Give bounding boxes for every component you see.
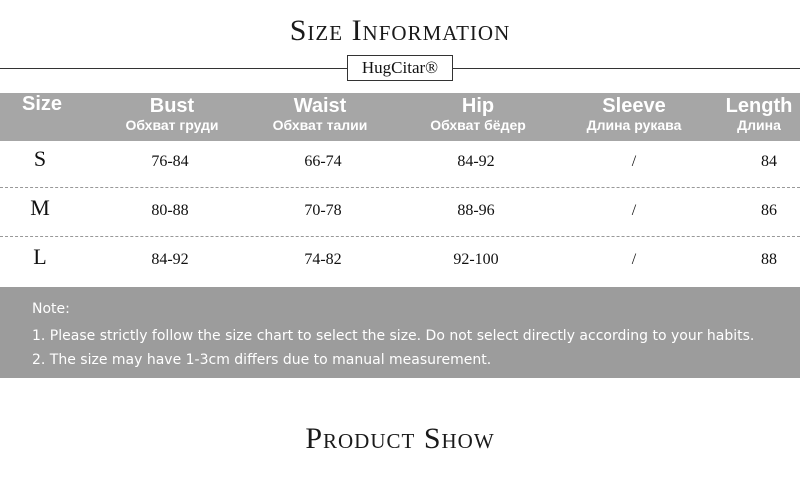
cell: / bbox=[631, 251, 637, 268]
cell: / bbox=[631, 153, 637, 170]
cell: 84-92 bbox=[457, 153, 495, 170]
note-line: 1. Please strictly follow the size chart… bbox=[32, 328, 755, 344]
column-subtitle: Обхват бёдер bbox=[430, 117, 526, 133]
cell: 88 bbox=[761, 251, 777, 268]
brand: HugCitar® bbox=[347, 55, 453, 81]
cell: 74-82 bbox=[304, 251, 342, 268]
note-line: 2. The size may have 1-3cm differs due t… bbox=[32, 352, 492, 368]
column-name: Size bbox=[21, 93, 63, 115]
section-title: Product Show bbox=[305, 422, 495, 455]
cell: 70-78 bbox=[304, 202, 342, 219]
column-name: Length bbox=[725, 95, 793, 117]
cell: 80-88 bbox=[151, 202, 189, 219]
size-label: M bbox=[30, 195, 50, 220]
title: Size Information bbox=[289, 14, 511, 47]
cell: 66-74 bbox=[304, 153, 342, 170]
cell: 88-96 bbox=[457, 202, 495, 219]
row-separator bbox=[0, 187, 800, 188]
cell: 92-100 bbox=[453, 251, 499, 268]
column-name: Bust bbox=[149, 95, 195, 117]
column-name: Hip bbox=[461, 95, 495, 117]
size-label: L bbox=[33, 244, 47, 269]
column-subtitle: Обхват талии bbox=[272, 117, 368, 133]
cell: / bbox=[631, 202, 637, 219]
note: Note: 1. Please strictly follow the size… bbox=[0, 287, 800, 378]
cell: 76-84 bbox=[151, 153, 189, 170]
column-name: Waist bbox=[293, 95, 347, 117]
cell: 84 bbox=[761, 153, 777, 170]
column-subtitle: Длина bbox=[737, 117, 781, 133]
cell: 86 bbox=[761, 202, 777, 219]
table-header: Size Bust Обхват груди Waist Обхват талии Hip… bbox=[0, 93, 800, 141]
row-separator bbox=[0, 236, 800, 237]
note-title: Note: bbox=[32, 301, 70, 317]
column-name: Sleeve bbox=[602, 95, 666, 117]
column-subtitle: Длина рукава bbox=[586, 117, 682, 133]
cell: 84-92 bbox=[151, 251, 189, 268]
column-subtitle: Обхват груди bbox=[125, 117, 219, 133]
size-label: S bbox=[33, 146, 47, 171]
